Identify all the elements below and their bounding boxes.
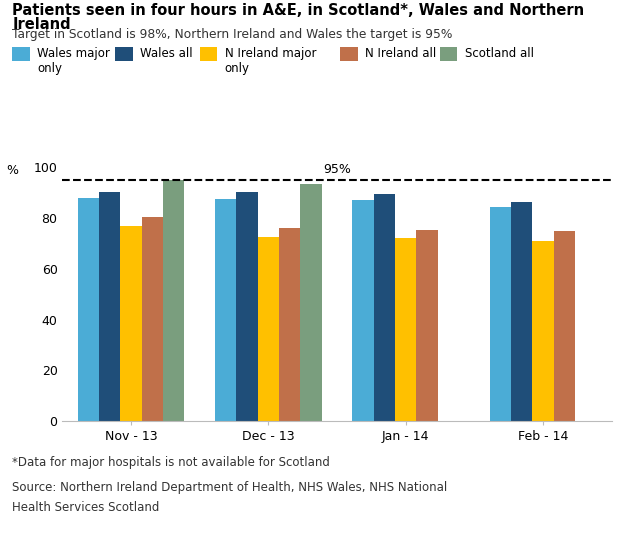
Bar (553, 231, 575, 421)
Bar (532, 241, 553, 421)
Text: Scotland all: Scotland all (465, 47, 534, 60)
Text: Wales major
only: Wales major only (37, 47, 110, 75)
Text: Ireland: Ireland (12, 17, 71, 32)
Text: Health Services Scotland: Health Services Scotland (12, 501, 160, 514)
Bar (511, 201, 532, 421)
Bar (78, 198, 99, 421)
Bar (300, 184, 321, 421)
Text: Source: Northern Ireland Department of Health, NHS Wales, NHS National: Source: Northern Ireland Department of H… (12, 481, 448, 494)
Text: Target in Scotland is 98%, Northern Ireland and Wales the target is 95%: Target in Scotland is 98%, Northern Irel… (12, 28, 453, 41)
Text: N Ireland major
only: N Ireland major only (225, 47, 316, 75)
Bar (490, 207, 511, 421)
Bar (120, 226, 142, 421)
Bar (215, 199, 236, 421)
Bar (142, 217, 163, 421)
Bar (258, 237, 279, 421)
Bar (374, 194, 395, 421)
Text: 95%: 95% (323, 163, 351, 176)
Bar (279, 228, 300, 421)
Bar (99, 192, 120, 421)
Bar (163, 180, 184, 421)
Text: %: % (6, 164, 18, 177)
Text: Wales all: Wales all (140, 47, 193, 60)
Bar (395, 239, 416, 421)
Text: *Data for major hospitals is not available for Scotland: *Data for major hospitals is not availab… (12, 456, 330, 469)
Bar (353, 200, 374, 421)
Bar (416, 230, 437, 421)
Bar (236, 192, 258, 421)
Text: N Ireland all: N Ireland all (365, 47, 436, 60)
Text: Patients seen in four hours in A&E, in Scotland*, Wales and Northern: Patients seen in four hours in A&E, in S… (12, 3, 585, 18)
